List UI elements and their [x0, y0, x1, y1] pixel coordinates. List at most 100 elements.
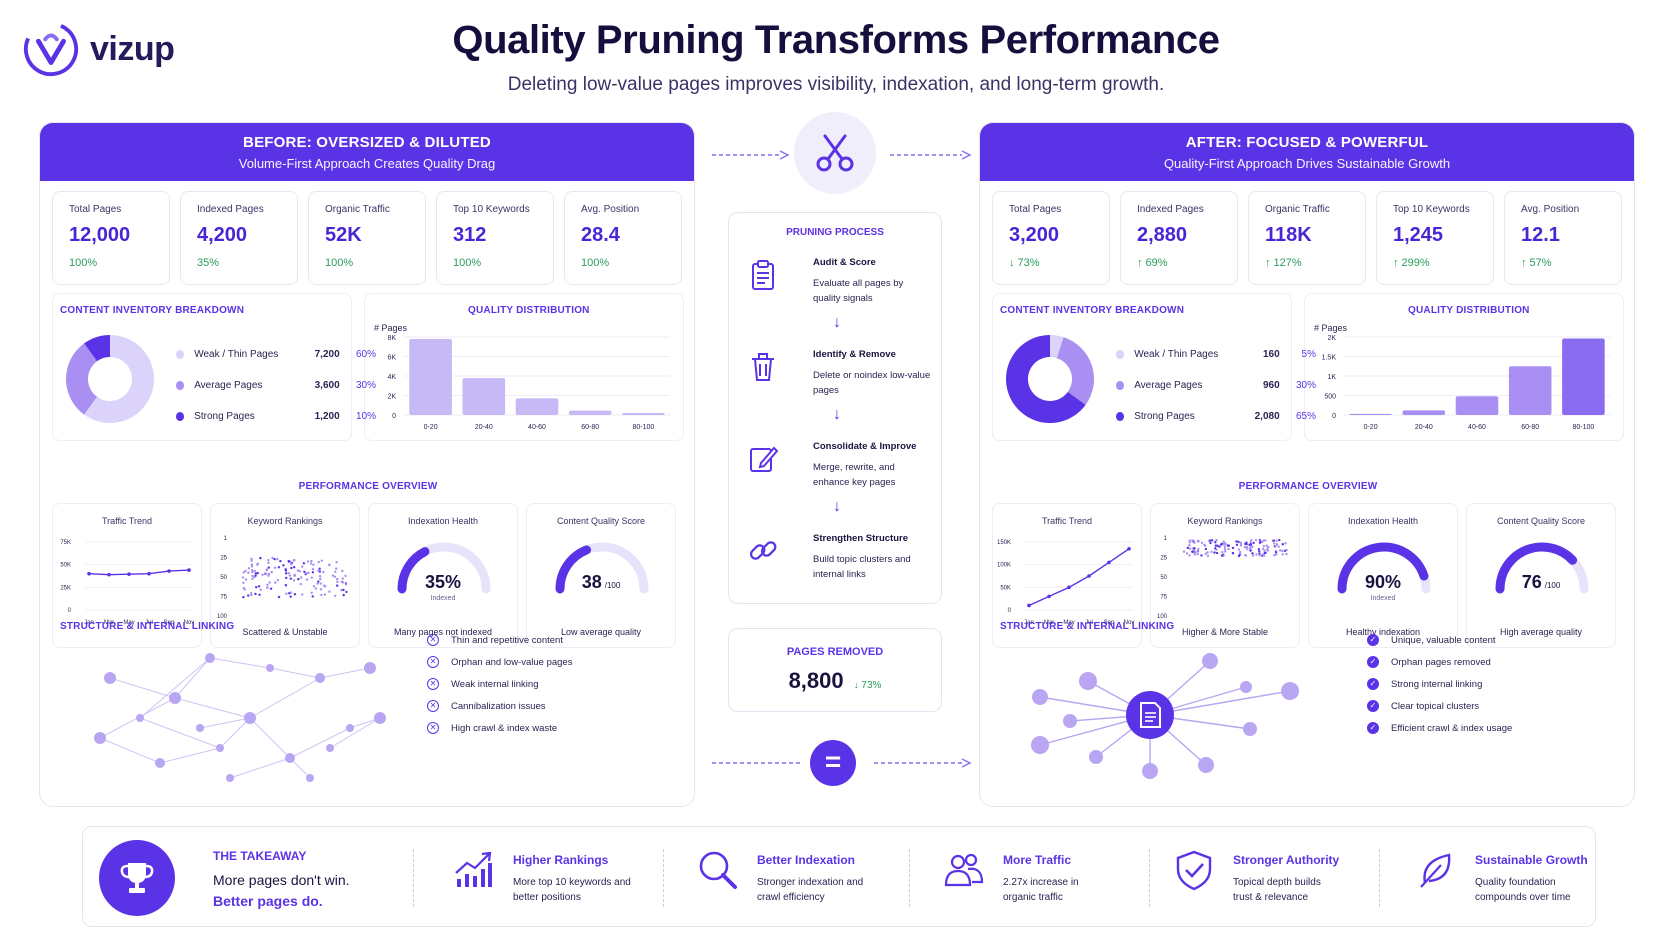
y-tick-label: 50K — [60, 563, 71, 569]
kpi-value: 1,245 — [1393, 224, 1444, 246]
legend-pct: 30% — [355, 380, 376, 391]
data-point — [1235, 540, 1238, 543]
legend-row: Strong Pages 2,080 65% — [1116, 411, 1316, 422]
data-point — [328, 563, 331, 567]
divider — [413, 849, 414, 907]
x-tick-label: 40-60 — [1468, 424, 1486, 431]
legend-value: 1,200 — [314, 411, 340, 422]
data-point — [256, 562, 260, 566]
data-point — [328, 590, 331, 593]
data-point — [289, 577, 293, 580]
data-point — [1266, 549, 1270, 552]
y-tick-label: 6K — [387, 355, 396, 362]
page-title: Quality Pruning Transforms Performance — [452, 18, 1220, 62]
bar — [1349, 413, 1392, 415]
x-tick-label: 40-60 — [528, 424, 546, 431]
legend-pct: 5% — [1301, 349, 1316, 360]
check-circle-icon: ✓ — [1367, 722, 1379, 734]
data-point — [1197, 547, 1200, 551]
rankings-foot: Scattered & Unstable — [242, 627, 328, 637]
data-point — [276, 557, 279, 561]
y-tick-label: 150K — [997, 540, 1011, 546]
data-point — [309, 562, 313, 565]
legend-value: 160 — [1262, 349, 1280, 360]
donut-slice — [1056, 337, 1094, 405]
data-point — [1255, 553, 1258, 556]
traffic-card: Traffic Trend 0 50K 100K 150K Jan Mar May Jul Se… — [992, 503, 1142, 648]
scissors-icon — [816, 134, 854, 172]
indexation-value: 35% — [424, 572, 462, 592]
data-point — [1259, 541, 1262, 544]
data-point — [1243, 546, 1247, 549]
indexation-value: 90% — [1364, 572, 1402, 592]
data-point — [1244, 542, 1247, 546]
data-point — [127, 572, 131, 576]
data-point — [335, 560, 338, 564]
inventory-title: CONTENT INVENTORY BREAKDOWN — [60, 305, 245, 316]
benefit-text: Efficient crawl & index usage — [1391, 722, 1513, 734]
benefit-title: Higher Rankings — [513, 853, 609, 867]
kpi-card: Avg. Position 12.1 ↑ 57% — [1504, 191, 1622, 285]
data-point — [1206, 554, 1210, 558]
data-point — [300, 576, 303, 579]
data-point — [258, 593, 261, 597]
benefit-item: ✓ Clear topical clusters — [1367, 700, 1479, 712]
data-point — [1214, 544, 1218, 547]
data-point — [317, 560, 320, 564]
down-arrow-icon: ↓ — [833, 314, 841, 331]
y-tick-label: 75 — [220, 595, 227, 601]
data-point — [284, 569, 288, 572]
data-point — [344, 574, 347, 578]
benefit-item: ✓ Strong internal linking — [1367, 678, 1482, 690]
legend-name: Weak / Thin Pages — [194, 349, 279, 360]
bar — [568, 410, 612, 415]
kpi-card: Avg. Position 28.4 100% — [564, 191, 682, 285]
y-tick-label: 50K — [1000, 585, 1011, 591]
arrow-right-top — [890, 150, 972, 160]
data-point — [1272, 542, 1276, 545]
performance-title: PERFORMANCE OVERVIEW — [298, 481, 438, 492]
data-point — [317, 569, 320, 572]
data-point — [1226, 544, 1229, 547]
data-point — [266, 586, 269, 589]
y-tick-label: 0 — [1008, 608, 1012, 614]
data-point — [241, 576, 245, 579]
bar — [622, 413, 665, 415]
data-point — [1278, 538, 1281, 542]
vizup-logo-icon — [23, 21, 79, 77]
data-point — [1275, 553, 1278, 556]
indexed-label: Indexed — [430, 595, 456, 602]
data-point — [247, 571, 250, 574]
x-tick-label: Jul — [145, 620, 153, 626]
benefit-card: Better Indexation Stronger indexation an… — [697, 845, 937, 911]
data-point — [247, 567, 251, 570]
y-tick-label: 100 — [1157, 614, 1168, 620]
x-circle-icon: ✕ — [427, 722, 439, 734]
data-point — [1188, 539, 1191, 542]
y-tick-label: 8K — [387, 335, 396, 342]
data-point — [1275, 539, 1278, 543]
data-point — [243, 588, 246, 591]
data-point — [306, 560, 310, 563]
divider — [1149, 849, 1150, 907]
data-point — [1193, 553, 1197, 556]
data-point — [284, 572, 288, 575]
kpi-card: Total Pages 12,000 100% — [52, 191, 170, 285]
data-point — [1252, 541, 1255, 545]
data-point — [1197, 540, 1200, 543]
page-subtitle: Deleting low-value pages improves visibi… — [507, 74, 1165, 95]
data-point — [292, 559, 295, 562]
indexation-card: Indexation Health 35% Indexed Many pages… — [368, 503, 518, 648]
y-tick-label: 1K — [1327, 374, 1336, 381]
kpi-sub: 100% — [69, 257, 98, 269]
trophy-icon — [120, 863, 154, 893]
kpi-label: Total Pages — [69, 204, 122, 215]
rankings-foot: Higher & More Stable — [1181, 627, 1269, 637]
before-quality-chart: # Pages 0 2K 4K 6K 8K 0-20 20-40 40-60 60-80 80-10… — [374, 323, 670, 431]
data-point — [250, 565, 254, 568]
x-tick-label: Jan — [1024, 620, 1034, 626]
benefit-item: ✓ Efficient crawl & index usage — [1367, 722, 1512, 734]
y-tick-label: 1.5K — [1322, 355, 1337, 362]
data-point — [242, 595, 245, 599]
equals-icon: = — [810, 740, 856, 786]
